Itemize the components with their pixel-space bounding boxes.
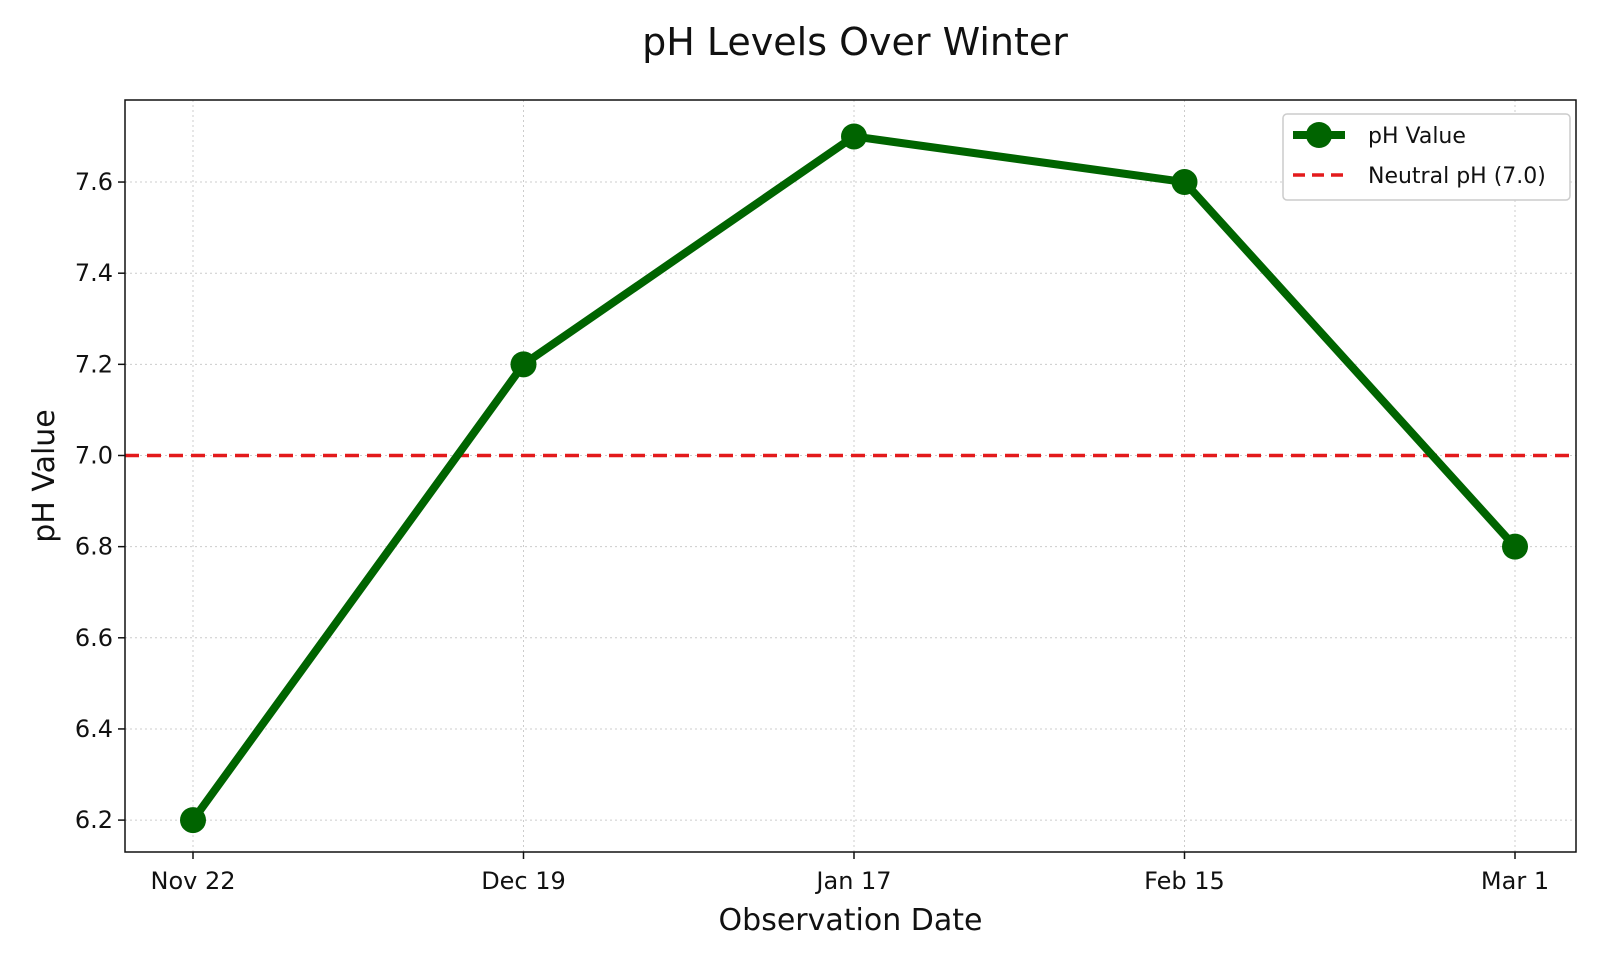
data-point [1502, 533, 1528, 560]
x-tick-label: Feb 15 [1144, 867, 1225, 895]
data-point [180, 807, 206, 834]
legend: pH Value Neutral pH (7.0) [1282, 113, 1571, 201]
y-axis-label: pH Value [27, 409, 62, 543]
plot-area-frame [124, 99, 1577, 853]
x-tick-label: Jan 17 [814, 867, 891, 895]
y-tick-label: 6.2 [75, 806, 113, 834]
y-tick-label: 6.6 [75, 624, 113, 652]
x-axis-ticks: Nov 22 Dec 19 Jan 17 Feb 15 Mar 1 [150, 852, 1549, 895]
chart-title: pH Levels Over Winter [642, 20, 1068, 64]
y-axis-ticks: 6.2 6.4 6.6 6.8 7.0 7.2 7.4 7.6 [75, 168, 125, 834]
legend-entry-ph-value: pH Value [1368, 124, 1466, 149]
x-axis-label: Observation Date [719, 903, 983, 938]
legend-box [1282, 113, 1571, 201]
y-tick-label: 6.4 [75, 715, 113, 743]
series-line-ph-value [189, 132, 1519, 825]
x-tick-label: Mar 1 [1481, 867, 1549, 895]
grid-lines [125, 100, 1576, 852]
data-point [1171, 169, 1198, 196]
x-tick-label: Dec 19 [481, 867, 566, 895]
y-tick-label: 7.2 [75, 350, 113, 378]
legend-entry-neutral-ph: Neutral pH (7.0) [1368, 164, 1546, 189]
y-tick-label: 7.4 [75, 259, 113, 287]
series-ph-value [180, 123, 1528, 834]
y-tick-label: 6.8 [75, 533, 113, 561]
x-tick-label: Nov 22 [150, 867, 235, 895]
data-point [510, 351, 537, 378]
data-point [841, 123, 867, 150]
y-tick-label: 7.0 [75, 441, 113, 469]
y-tick-label: 7.6 [75, 168, 113, 196]
legend-series-marker-swatch [1306, 122, 1332, 148]
